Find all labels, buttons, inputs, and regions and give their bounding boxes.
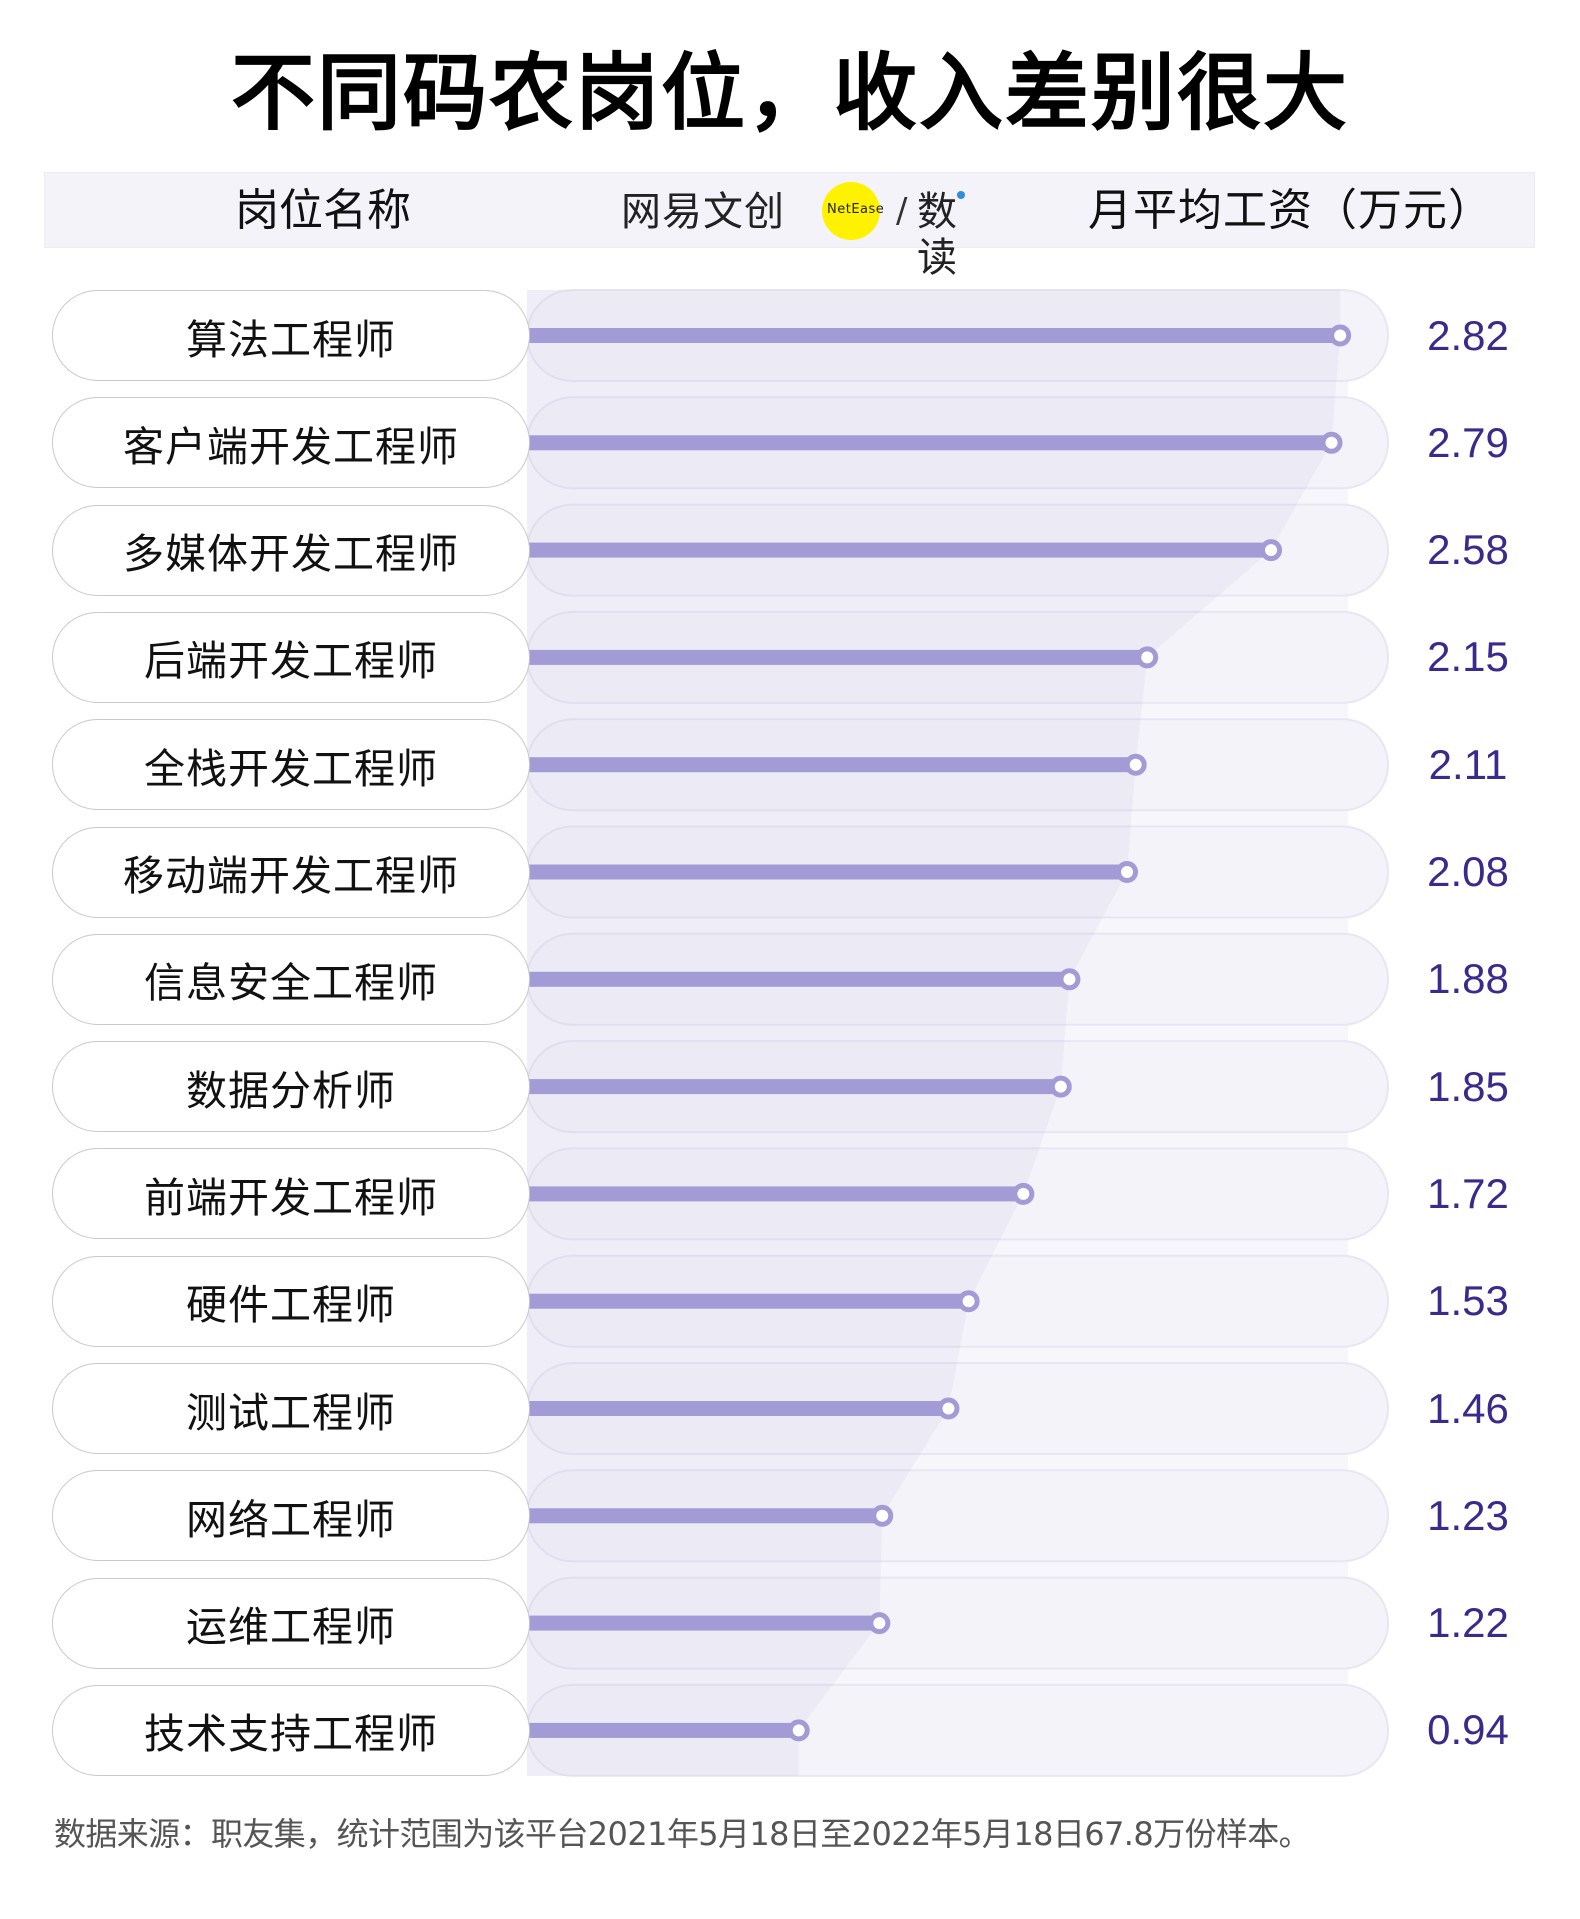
job-title-label: 测试工程师 bbox=[52, 1363, 530, 1454]
bar bbox=[528, 1401, 949, 1416]
bar bbox=[528, 971, 1070, 987]
job-title-label: 信息安全工程师 bbox=[52, 933, 530, 1025]
bar bbox=[528, 757, 1136, 773]
bar-end-dot-icon bbox=[868, 1612, 891, 1635]
salary-value: 1.53 bbox=[1427, 1277, 1509, 1325]
job-title-label: 全栈开发工程师 bbox=[52, 719, 530, 811]
job-title-label: 网络工程师 bbox=[52, 1470, 530, 1562]
netease-shudu-logo: 网易文创 NetEase / 数读 bbox=[621, 181, 965, 281]
bar-end-dot-icon bbox=[1012, 1182, 1035, 1205]
job-title-label: 前端开发工程师 bbox=[52, 1148, 530, 1240]
bar-end-dot-icon bbox=[1049, 1075, 1072, 1098]
logo-brand-en: NetEase bbox=[827, 202, 885, 217]
bar-end-dot-icon bbox=[937, 1397, 960, 1420]
bar bbox=[528, 435, 1332, 451]
bar-end-dot-icon bbox=[787, 1719, 810, 1742]
bar-end-dot-icon bbox=[1058, 968, 1081, 991]
salary-value: 2.11 bbox=[1428, 740, 1508, 788]
salary-value: 2.79 bbox=[1427, 418, 1509, 466]
data-source-note: 数据来源：职友集，统计范围为该平台2021年5月18日至2022年5月18日67… bbox=[54, 1815, 1311, 1853]
column-header-job-title: 岗位名称 bbox=[235, 185, 411, 236]
column-header-bar: 岗位名称 网易文创 NetEase / 数读 月平均工资（万元） bbox=[44, 172, 1535, 281]
salary-value: 1.85 bbox=[1427, 1062, 1509, 1110]
bar-end-dot-icon bbox=[871, 1504, 894, 1527]
bar bbox=[528, 864, 1128, 880]
salary-value: 2.82 bbox=[1427, 311, 1509, 359]
bar-end-dot-icon bbox=[1116, 861, 1139, 883]
job-title-label: 多媒体开发工程师 bbox=[52, 504, 530, 596]
job-title-label: 技术支持工程师 bbox=[52, 1684, 530, 1776]
salary-value: 2.58 bbox=[1427, 526, 1509, 574]
bar-end-dot-icon bbox=[1136, 646, 1159, 669]
logo-blue-dot-icon bbox=[957, 191, 965, 199]
job-title-label: 算法工程师 bbox=[52, 290, 530, 381]
salary-value: 2.08 bbox=[1427, 848, 1509, 895]
bar-end-dot-icon bbox=[1124, 753, 1147, 776]
salary-value: 2.15 bbox=[1427, 633, 1509, 681]
salary-value: 0.94 bbox=[1427, 1706, 1509, 1754]
bar bbox=[528, 1186, 1024, 1202]
bar bbox=[528, 1615, 880, 1631]
bar bbox=[528, 649, 1148, 665]
job-title-label: 后端开发工程师 bbox=[52, 611, 530, 703]
salary-value: 1.22 bbox=[1427, 1599, 1509, 1647]
job-title-label: 硬件工程师 bbox=[52, 1255, 530, 1347]
bar-end-dot-icon bbox=[957, 1290, 980, 1313]
salary-value: 1.88 bbox=[1427, 955, 1509, 1003]
bar-end-dot-icon bbox=[1260, 539, 1283, 562]
bar bbox=[528, 1079, 1061, 1095]
bar bbox=[528, 1508, 883, 1524]
bar bbox=[528, 1293, 969, 1309]
logo-yellow-circle-icon bbox=[822, 182, 880, 240]
logo-column-name: 数读 bbox=[917, 189, 957, 281]
logo-separator: / bbox=[896, 191, 908, 231]
salary-value: 1.72 bbox=[1427, 1169, 1509, 1217]
column-header-salary: 月平均工资（万元） bbox=[1088, 185, 1493, 236]
job-title-label: 数据分析师 bbox=[52, 1041, 530, 1133]
job-title-label: 移动端开发工程师 bbox=[52, 826, 530, 918]
job-title-label: 客户端开发工程师 bbox=[52, 397, 530, 489]
bar-end-dot-icon bbox=[1329, 324, 1352, 347]
bar-end-dot-icon bbox=[1320, 431, 1343, 454]
logo-brand-cn: 网易文创 bbox=[621, 189, 785, 235]
salary-value: 1.23 bbox=[1427, 1491, 1509, 1539]
salary-value: 1.46 bbox=[1427, 1384, 1509, 1432]
bar bbox=[528, 542, 1272, 558]
bar bbox=[528, 1722, 799, 1738]
bar bbox=[528, 328, 1341, 343]
job-title-label: 运维工程师 bbox=[52, 1577, 530, 1669]
chart-title: 不同码农岗位，收入差别很大 bbox=[230, 44, 1349, 142]
